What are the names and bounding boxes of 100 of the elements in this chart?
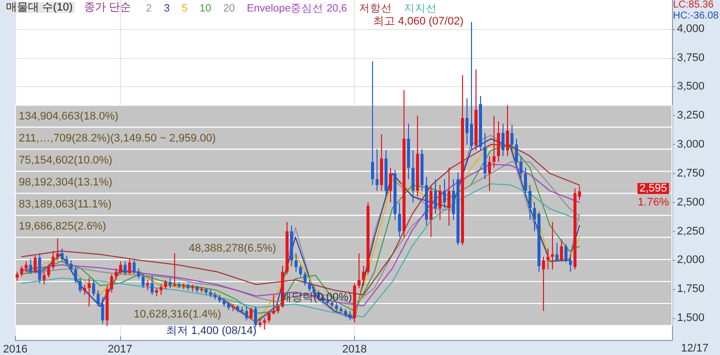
- band-label: 211,…,709(28.2%)(3,149.50 ~ 2,959.00): [18, 132, 216, 144]
- text: 20: [223, 2, 236, 14]
- candlestick: [114, 268, 118, 280]
- candlestick: [348, 310, 352, 321]
- candlestick: [438, 184, 442, 220]
- candlestick: [47, 264, 50, 278]
- candlestick: [568, 254, 572, 272]
- text: Envelope중심선 20,6: [246, 2, 348, 14]
- candlestick: [38, 252, 42, 284]
- candlestick: [160, 284, 163, 296]
- band-label: 19,686,825(2.6%): [18, 220, 106, 232]
- annotation: 2,595: [639, 182, 667, 194]
- y-tick-label: 3,000: [677, 138, 705, 151]
- candlestick: [150, 274, 154, 296]
- candlestick: [42, 271, 46, 285]
- y-tick-label: 3,500: [677, 80, 705, 93]
- y-tick-label: 3,750: [677, 52, 705, 64]
- candlestick: [250, 307, 253, 320]
- y-tick-label: 4,000: [677, 22, 705, 35]
- candlestick: [542, 256, 545, 312]
- y-tick-label: 2,750: [677, 167, 705, 180]
- candlestick: [128, 258, 132, 275]
- candlestick: [168, 277, 172, 288]
- candlestick: [555, 242, 558, 262]
- band-label: 10,628,316(1.4%): [134, 308, 222, 321]
- y-tick-label: 2,250: [677, 225, 705, 238]
- candlestick: [20, 265, 24, 277]
- candlestick: [443, 178, 446, 209]
- y-tick-label: 1,750: [677, 283, 705, 296]
- candlestick: [137, 268, 140, 280]
- candlestick: [124, 260, 127, 276]
- candlestick: [294, 252, 298, 272]
- candlestick: [492, 115, 496, 168]
- annotation: 종가 단순: [84, 2, 132, 14]
- candlestick: [24, 260, 28, 272]
- x-tick-label: 2017: [108, 344, 132, 355]
- candlestick: [245, 306, 248, 321]
- candlestick: [389, 167, 392, 203]
- y-tick-label: 1,500: [677, 312, 705, 324]
- text: LC:85.36: [673, 0, 714, 10]
- candlestick: [434, 178, 438, 214]
- band-label: 98,192,304(13.1%): [18, 176, 112, 188]
- annotation: 최고 4,060 (07/02): [373, 15, 464, 28]
- candlestick: [268, 310, 271, 324]
- candlestick: [92, 279, 96, 297]
- candlestick: [412, 150, 415, 203]
- candlestick: [528, 184, 532, 220]
- candlestick: [60, 248, 64, 262]
- candlestick: [524, 167, 527, 198]
- candlestick: [74, 266, 78, 284]
- band-label: 75,154,602(10.0%): [18, 154, 112, 166]
- candlestick: [514, 138, 518, 168]
- annotation: 1.76%: [638, 196, 670, 208]
- candlestick: [88, 277, 91, 307]
- candlestick: [362, 265, 366, 286]
- candlestick: [376, 148, 379, 192]
- candlestick: [96, 290, 100, 307]
- candlestick: [304, 271, 307, 286]
- candlestick: [546, 248, 550, 270]
- y-tick-label: 2,500: [677, 196, 705, 208]
- candlestick: [519, 156, 522, 180]
- candlestick: [52, 250, 55, 270]
- y-tick-label: 3,250: [677, 110, 705, 122]
- candlestick: [83, 284, 86, 296]
- x-tick-label: 2018: [342, 344, 367, 355]
- annotation: 최저 1,400 (08/14): [166, 325, 257, 338]
- candlestick: [132, 260, 136, 275]
- candlestick: [110, 274, 114, 294]
- band-label: 134,904,663(18.0%): [18, 110, 118, 122]
- text: 3: [164, 2, 170, 14]
- candlestick: [101, 296, 104, 324]
- candlestick: [78, 277, 82, 294]
- candlestick: [501, 123, 504, 157]
- x-tick-label: 2016: [2, 344, 28, 355]
- candlestick: [448, 167, 451, 226]
- candlestick: [510, 124, 514, 151]
- candlestick: [488, 156, 491, 192]
- candlestick: [299, 264, 302, 277]
- candlestick: [34, 255, 37, 274]
- candlestick: [358, 252, 361, 288]
- candlestick: [119, 260, 122, 275]
- text: 2: [146, 2, 152, 14]
- text: 저항선: [359, 2, 392, 14]
- candlestick: [142, 274, 145, 288]
- candlestick: [560, 238, 563, 262]
- candlestick: [398, 202, 402, 238]
- candlestick: [308, 279, 312, 292]
- band-label: 83,189,063(11.1%): [18, 198, 112, 210]
- text: 지지선: [404, 2, 438, 14]
- annotation: 매물대 수(10): [6, 2, 73, 14]
- candlestick: [564, 244, 568, 264]
- candlestick: [276, 304, 280, 314]
- candlestick: [70, 260, 73, 272]
- text: 5: [182, 2, 188, 14]
- candlestick: [371, 60, 374, 186]
- text: 10: [200, 2, 212, 14]
- candlestick: [506, 104, 509, 157]
- candlestick: [254, 306, 258, 328]
- candlestick: [29, 258, 32, 275]
- text: HC:-36.08: [673, 10, 720, 22]
